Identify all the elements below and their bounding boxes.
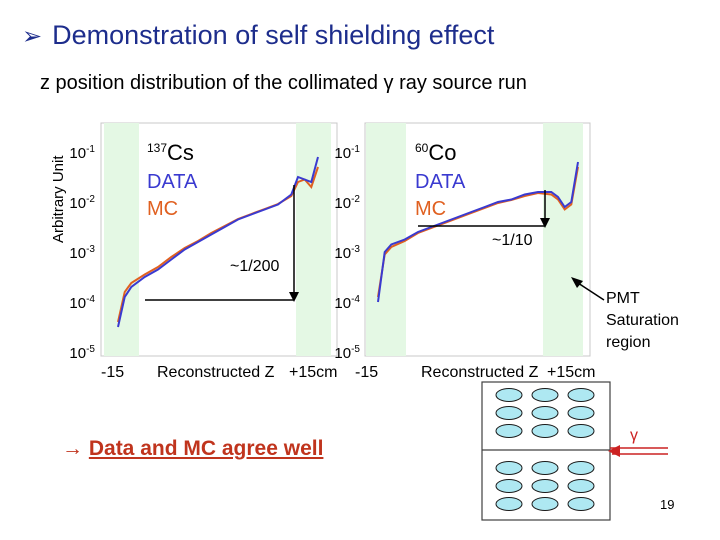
gamma-beam-arrowhead [608,445,620,457]
band-right [296,123,331,356]
pmt-icon [531,461,559,475]
saturation-annotation-line1: PMT [606,290,640,307]
legend-mc: MC [147,198,178,220]
pmt-icon [495,406,523,420]
pmt-icon [567,388,595,402]
xlabel: Reconstructed Z [157,364,275,381]
ytick-label: 10-1 [69,144,95,162]
xlabel: Reconstructed Z [421,364,539,381]
pmt-icon [531,424,559,438]
ytick-label: 10-3 [69,244,95,262]
cs137-chart: 10-1 10-2 10-3 10-4 10-5 137Cs DATA MC ~1/20… [50,122,338,381]
source-mass: 60 [415,141,429,155]
ytick-label: 10-1 [334,144,360,162]
source-label: 60Co [415,140,456,165]
ytick-label: 10-3 [334,244,360,262]
xtick-left: -15 [355,364,378,381]
source-element: Cs [167,140,194,165]
xtick-right: +15cm [289,364,337,381]
slide-title: ➢ Demonstration of self shielding effect [22,20,494,51]
legend-mc: MC [415,198,446,220]
pmt-icon [495,424,523,438]
series-data [117,156,319,328]
ratio-annotation: ~1/200 [230,258,279,275]
pmt-icon [567,406,595,420]
band-left [104,123,139,356]
pmt-icon [531,497,559,511]
pmt-icon [495,497,523,511]
ytick-label: 10-2 [334,194,360,212]
pmt-icon [567,479,595,493]
pmt-icon [495,461,523,475]
saturation-pointer-head [571,277,583,288]
pmt-icon [531,406,559,420]
co60-chart: 10-110-210-310-410-5 60Co DATA MC ~1/10 … [334,122,679,381]
pmt-icon [531,388,559,402]
ylabel: Arbitrary Unit [50,155,67,243]
source-element: Co [428,140,456,165]
source-label: 137Cs [147,140,194,165]
detector-diagram: γ [481,381,668,521]
ratio-arrow-head [289,292,299,302]
conclusion-arrow-icon: → [62,437,83,460]
pmt-icon [567,461,595,475]
ratio-annotation: ~1/10 [492,232,533,249]
slide-title-text: Demonstration of self shielding effect [52,20,495,50]
pmt-icon [567,497,595,511]
ytick-label: 10-2 [69,194,95,212]
ytick-label: 10-5 [69,344,95,362]
saturation-pointer [577,282,605,301]
saturation-annotation-line3: region [606,334,650,351]
slide-subtitle: z position distribution of the collimate… [40,72,527,94]
band-left [366,123,406,356]
xtick-right: +15cm [547,364,595,381]
legend-data: DATA [415,171,466,193]
pmt-icon [495,479,523,493]
ytick-label: 10-4 [334,294,360,312]
pmt-icon [495,388,523,402]
page-number: 19 [660,497,675,512]
xtick-left: -15 [101,364,124,381]
conclusion: → Data and MC agree well [62,437,323,461]
legend-data: DATA [147,171,198,193]
detector-frame [481,381,611,521]
series-data [377,161,579,303]
ytick-label: 10-5 [334,344,360,362]
gamma-label: γ [630,427,638,444]
ytick-label: 10-4 [69,294,95,312]
pmt-icon [531,479,559,493]
source-mass: 137 [147,141,167,155]
bullet-arrow-icon: ➢ [22,23,43,50]
saturation-annotation-line2: Saturation [606,312,679,329]
ratio-arrow-head [540,218,550,228]
band-right [543,123,583,356]
pmt-icon [567,424,595,438]
conclusion-text: Data and MC agree well [88,437,324,460]
